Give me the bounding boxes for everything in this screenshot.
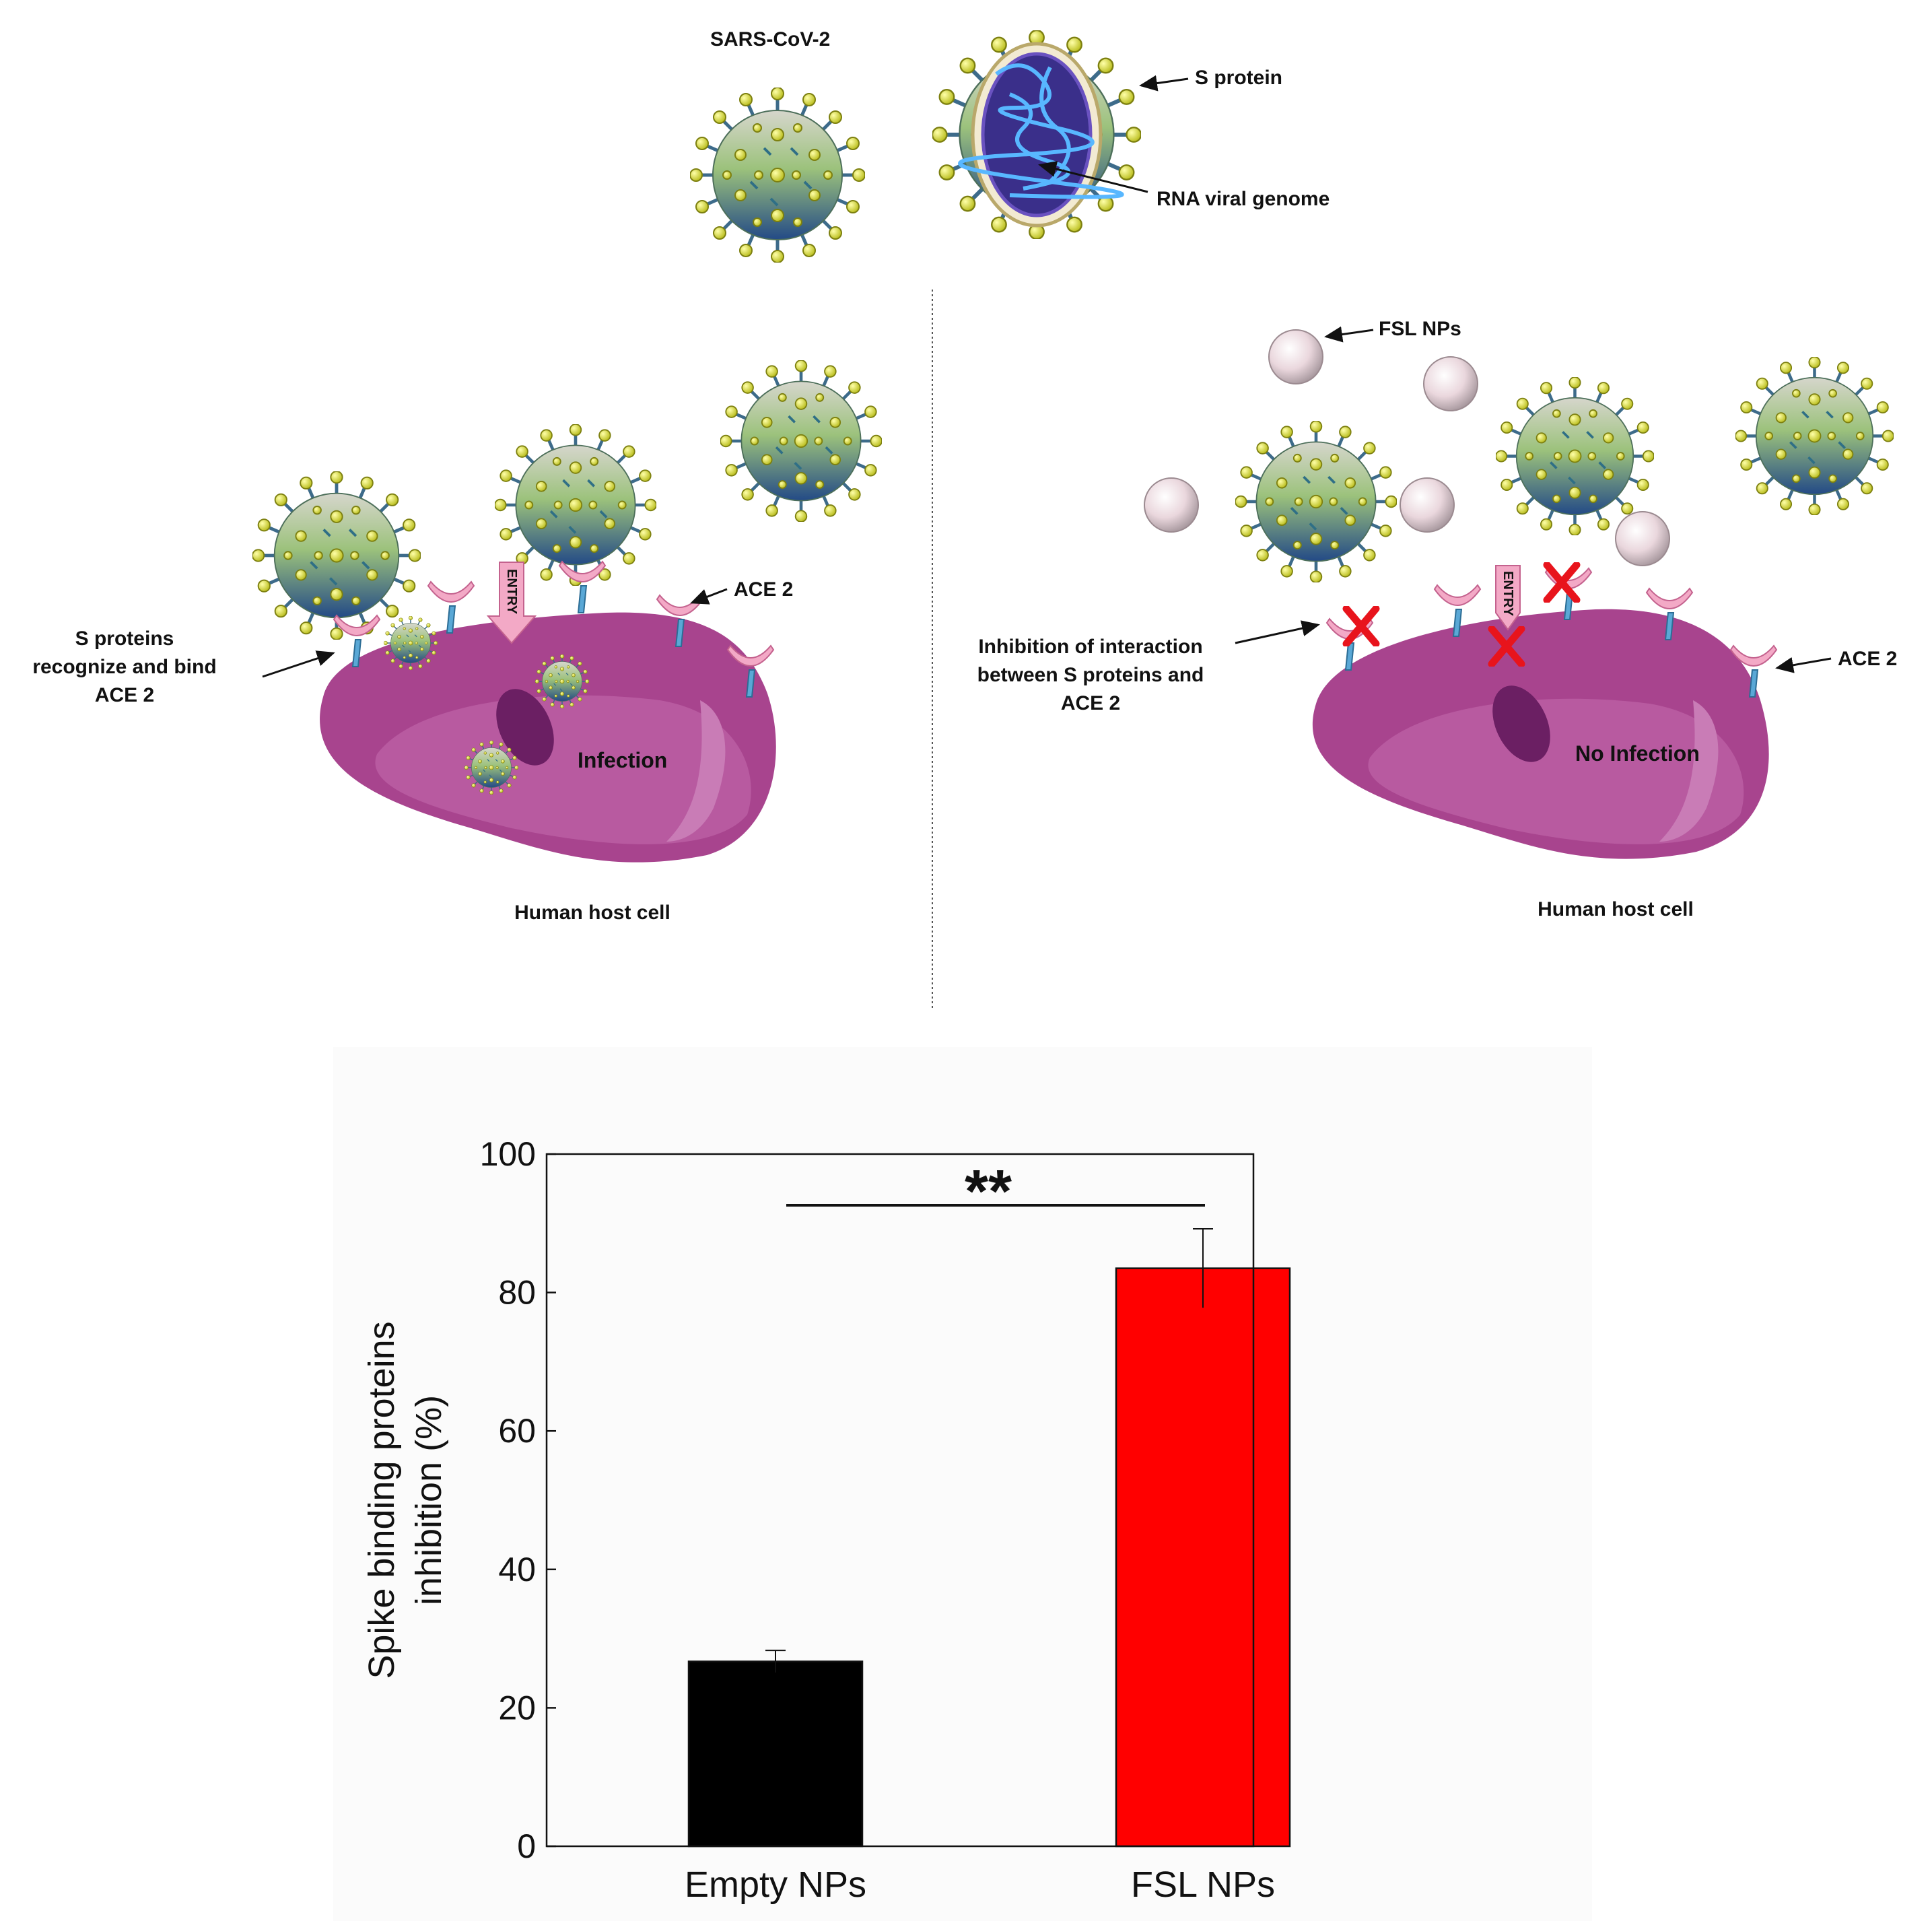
- virus-internal-3: [464, 741, 518, 795]
- host-cell-right-label: Human host cell: [1538, 898, 1694, 920]
- virus-internal-1: [384, 616, 438, 670]
- nucleus-left: [496, 689, 554, 766]
- inhibition-arrow: [1235, 620, 1320, 644]
- bar-empty-nps: [687, 1660, 864, 1848]
- virus-blocked-3: [1735, 357, 1894, 515]
- sars-cov-2-virus-icon: [690, 88, 865, 263]
- virus-name-label: SARS-CoV-2: [710, 28, 830, 50]
- chart-background: [333, 1047, 1592, 1921]
- nucleus-right: [1492, 685, 1550, 762]
- x-category-label: FSL NPs: [1131, 1864, 1275, 1905]
- ace2-right-label: ACE 2: [1838, 648, 1897, 670]
- virus-blocked-2: [1496, 377, 1654, 535]
- virus-cross-section: [932, 30, 1141, 239]
- significance-label: **: [965, 1158, 1012, 1225]
- fsl-nps-label: FSL NPs: [1379, 318, 1461, 340]
- virus-structure-panel: SARS-CoV-2 S protein RNA viral genome: [690, 28, 1330, 263]
- ace2-receptor-2: [427, 581, 475, 634]
- no-infection-label: No Infection: [1575, 741, 1700, 766]
- entry-arrow-left: ENTRY: [486, 562, 537, 644]
- ace2-left-label: ACE 2: [734, 578, 793, 601]
- virus-blocked-1: [1235, 421, 1397, 582]
- svg-text:ENTRY: ENTRY: [504, 569, 519, 615]
- fsl-nanoparticle-2: [1423, 356, 1478, 411]
- blocked-x-icon-1: [1346, 609, 1376, 644]
- chart-ylabel-line1: Spike binding proteins: [361, 1321, 402, 1679]
- chart-ylabel-line2: inhibition (%): [409, 1395, 449, 1605]
- inhibition-panel: ENTRY FSL NPs Inhibition of interaction …: [977, 318, 1898, 920]
- ace2-right-arrow: [1775, 657, 1832, 673]
- ace2-receptor-3: [559, 561, 606, 613]
- host-cell-right: [1312, 609, 1769, 859]
- inhibition-label-line3: ACE 2: [1061, 692, 1120, 714]
- host-cell-left-label: Human host cell: [514, 902, 670, 924]
- plot-frame: [545, 1153, 1255, 1848]
- fsl-nanoparticle-5: [1615, 511, 1670, 566]
- s-protein-arrow: [1139, 75, 1189, 92]
- entry-arrow-right: ENTRY: [1495, 565, 1521, 631]
- infection-panel: ENTRY ACE 2 S proteins recognize and bin…: [32, 360, 882, 924]
- y-tick-label: 20: [498, 1689, 536, 1726]
- virus-internal-2: [535, 654, 589, 708]
- y-tick-label: 40: [498, 1551, 536, 1588]
- rna-genome-label: RNA viral genome: [1157, 188, 1330, 210]
- bind-arrow: [262, 650, 335, 678]
- bind-label-line2: recognize and bind: [32, 656, 216, 678]
- chart-marks: 0 20 40 60 80 100 Empty NPs FSL NPs **: [480, 1135, 1291, 1905]
- bind-label-line1: S proteins: [75, 628, 174, 650]
- y-tick-label: 60: [498, 1412, 536, 1450]
- bar-chart: 0 20 40 60 80 100 Empty NPs FSL NPs ** Spike bin…: [333, 1047, 1592, 1921]
- fsl-nps-arrow: [1324, 326, 1374, 343]
- inhibition-label-line2: between S proteins and: [977, 664, 1204, 686]
- rna-genome-arrow: [1038, 161, 1148, 193]
- bind-label-line3: ACE 2: [95, 684, 154, 706]
- y-tick-label: 0: [517, 1827, 536, 1865]
- bar-fsl-nps: [1115, 1267, 1291, 1848]
- x-category-label: Empty NPs: [685, 1864, 866, 1905]
- s-protein-label: S protein: [1195, 67, 1282, 89]
- y-tick-label: 100: [480, 1135, 536, 1173]
- fsl-nanoparticle-3: [1144, 477, 1199, 533]
- infection-label: Infection: [578, 748, 667, 772]
- fsl-nanoparticle-4: [1400, 477, 1455, 533]
- virus-free-left: [720, 360, 882, 522]
- ace2-left-arrow: [690, 588, 728, 605]
- inhibition-label-line1: Inhibition of interaction: [978, 636, 1202, 658]
- y-tick-label: 80: [498, 1274, 536, 1312]
- host-cell-left: [320, 612, 776, 863]
- fsl-nanoparticle-1: [1268, 329, 1323, 384]
- svg-text:ENTRY: ENTRY: [1500, 571, 1515, 617]
